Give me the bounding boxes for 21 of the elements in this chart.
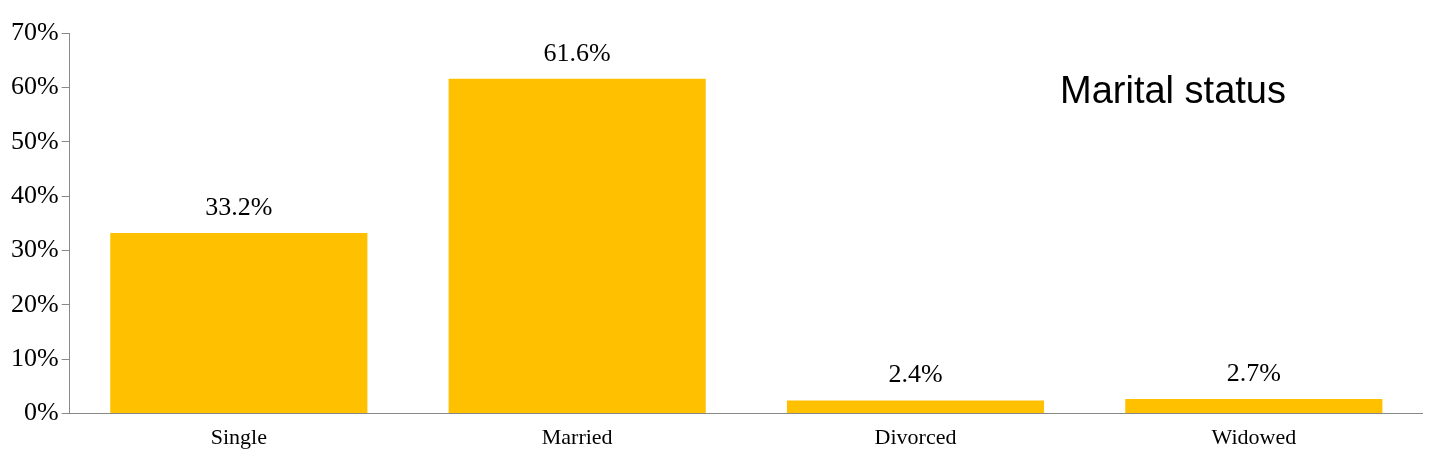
data-label: 61.6% [543, 37, 611, 67]
bar [448, 78, 706, 414]
y-tick-label: 60% [10, 71, 59, 101]
x-tick-label: Single [210, 423, 267, 449]
data-label: 33.2% [205, 191, 273, 221]
data-label: 2.7% [1226, 357, 1281, 387]
y-tick-label: 20% [10, 288, 59, 318]
bar [110, 233, 368, 414]
bar [786, 400, 1045, 414]
y-tick-label: 0% [23, 397, 59, 427]
y-tick-label: 70% [10, 16, 59, 46]
y-tick-label: 50% [10, 125, 59, 155]
y-tick-label: 10% [10, 343, 59, 373]
data-label: 2.4% [888, 359, 943, 389]
y-tick-label: 30% [10, 234, 59, 264]
bar [1125, 398, 1383, 414]
x-tick-label: Divorced [874, 423, 957, 449]
y-tick-label: 40% [10, 179, 59, 209]
x-tick-label: Married [541, 423, 613, 449]
x-tick-label: Widowed [1211, 423, 1297, 449]
text: Marital status [1060, 69, 1286, 112]
